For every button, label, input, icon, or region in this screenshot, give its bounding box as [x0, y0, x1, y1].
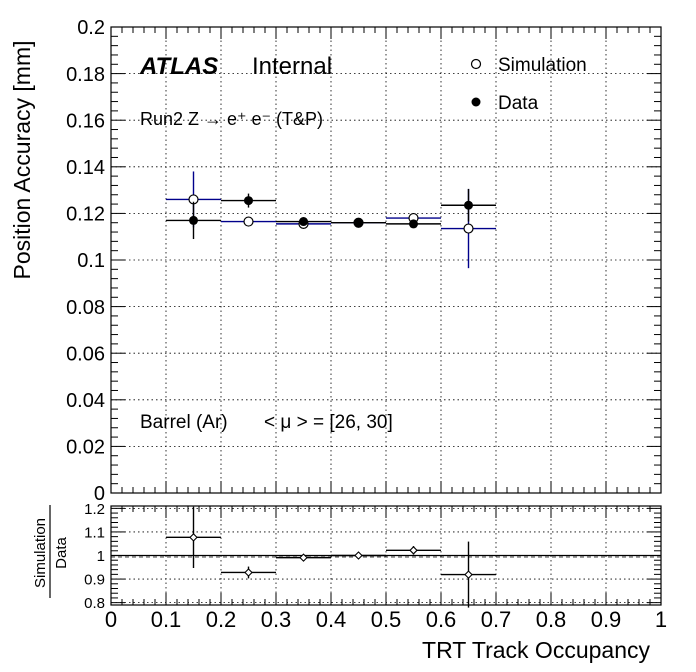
- internal-label: Internal: [252, 53, 332, 80]
- y-tick-label: 0.8: [84, 595, 105, 612]
- y-tick-label: 0.1: [77, 250, 105, 272]
- ratio-point: [244, 568, 253, 577]
- legend-simulation-marker: [470, 58, 482, 70]
- ratio-panel: 0.8 0.9 1 1.1 1.2 0 0.1 0.2 0.3 0.4 0.5 0.6 0.7 0.8 0.…: [84, 501, 667, 632]
- data-point: [189, 215, 198, 225]
- ratio-ylabel-denominator: Data: [53, 537, 70, 569]
- x-tick-label: 0.2: [206, 607, 237, 632]
- ratio-point: [299, 553, 308, 562]
- region-label: Barrel (Ar): [140, 412, 228, 433]
- atlas-label: ATLAS: [139, 53, 218, 80]
- x-tick-label: 0.7: [481, 607, 512, 632]
- pileup-label: < μ > = [26, 30]: [264, 412, 393, 433]
- y-tick-label: 0.08: [66, 297, 105, 319]
- data-point: [464, 200, 473, 210]
- data-point: [354, 218, 363, 228]
- y-tick-label: 0: [94, 483, 105, 505]
- y-tick-label: 0.12: [66, 204, 105, 226]
- x-tick-label: 1: [655, 607, 667, 632]
- x-tick-label: 0.4: [316, 607, 347, 632]
- y-tick-label: 1.1: [84, 524, 105, 541]
- x-tick-label: 0.3: [261, 607, 292, 632]
- x-tick-label: 0.9: [591, 607, 622, 632]
- ratio-point: [354, 551, 363, 560]
- y-tick-label: 0.9: [84, 571, 105, 588]
- ratio-point: [409, 546, 418, 555]
- y-axis-label: Position Accuracy [mm]: [9, 40, 35, 279]
- x-axis-label: TRT Track Occupancy: [422, 637, 650, 663]
- legend-simulation-label: Simulation: [498, 55, 587, 76]
- ratio-point: [464, 570, 473, 579]
- x-tick-label: 0.1: [151, 607, 182, 632]
- x-tick-label: 0.5: [371, 607, 402, 632]
- top-panel: 0 0.02 0.04 0.06 0.08 0.1 0.12 0.14 0.16 0.18 0.2: [66, 17, 662, 505]
- simulation-point: [243, 216, 254, 227]
- y-tick-label: 0.14: [66, 157, 105, 179]
- y-tick-label: 0.02: [66, 437, 105, 459]
- y-tick-label: 0.16: [66, 110, 105, 132]
- y-tick-label: 1.2: [84, 501, 105, 518]
- ratio-point: [189, 533, 198, 542]
- data-point: [244, 196, 253, 206]
- simulation-point: [463, 223, 474, 234]
- data-point: [299, 217, 308, 227]
- data-point: [409, 219, 418, 229]
- x-tick-label: 0.8: [536, 607, 567, 632]
- y-tick-label: 0.2: [77, 17, 105, 39]
- legend-data-label: Data: [498, 93, 539, 114]
- x-tick-label: 0: [105, 607, 117, 632]
- x-tick-label: 0.6: [426, 607, 457, 632]
- legend-data-marker: [471, 97, 481, 107]
- y-tick-label: 0.06: [66, 343, 105, 365]
- y-tick-label: 0.18: [66, 64, 105, 86]
- y-tick-label: 0.04: [66, 390, 105, 412]
- y-tick-label: 1: [97, 548, 105, 565]
- ratio-ylabel-numerator: Simulation: [32, 518, 49, 588]
- process-label: Run2 Z → e⁺ e⁻ (T&P): [140, 109, 323, 129]
